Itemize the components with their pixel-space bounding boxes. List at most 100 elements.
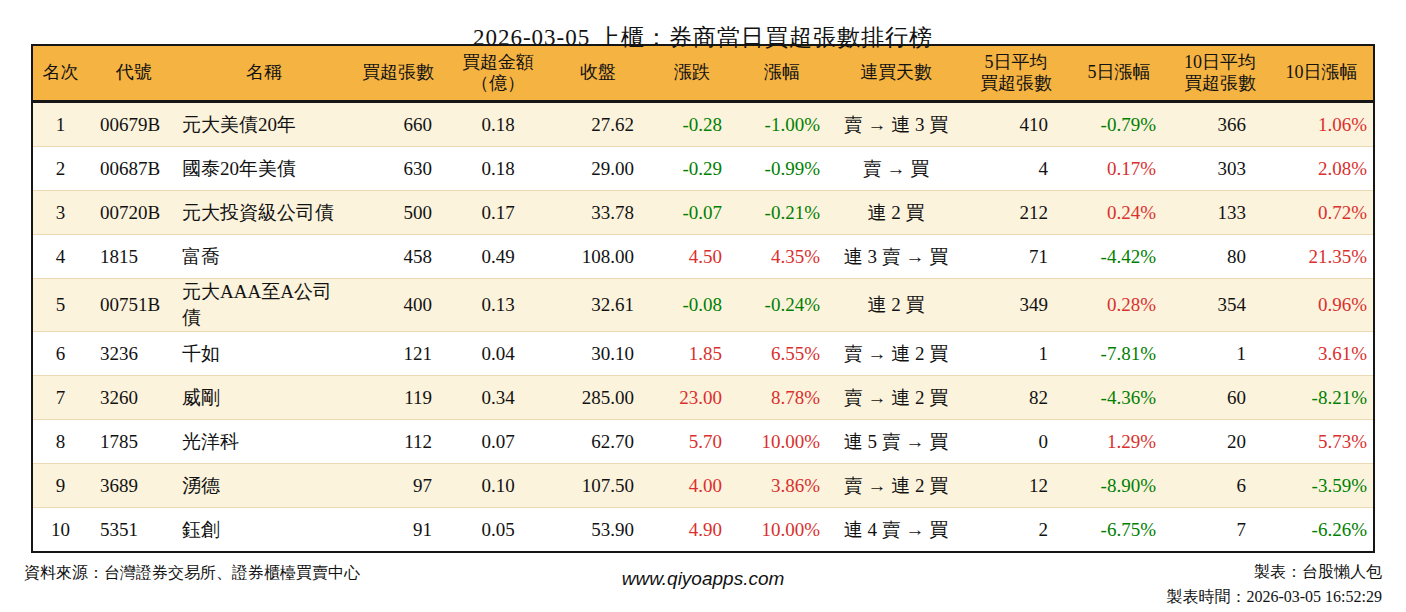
cell-change: 23.00 (648, 376, 736, 420)
cell-5day-avg-net-buy: 2 (964, 508, 1068, 553)
cell-10day-pct: 1.06% (1270, 102, 1374, 147)
cell-change: -0.07 (648, 191, 736, 235)
column-header-amount: 買超金額 （億） (448, 45, 548, 102)
table-row: 9 3689 湧德 97 0.10 107.50 4.00 3.86% 賣 → … (32, 464, 1374, 508)
cell-close: 27.62 (548, 102, 648, 147)
cell-10day-avg-net-buy: 20 (1170, 420, 1270, 464)
cell-code: 3689 (88, 464, 180, 508)
cell-close: 107.50 (548, 464, 648, 508)
column-header-rank: 名次 (32, 45, 88, 102)
cell-rank: 8 (32, 420, 88, 464)
cell-code: 00751B (88, 279, 180, 332)
cell-name: 元大投資級公司債 (180, 191, 348, 235)
cell-10day-avg-net-buy: 60 (1170, 376, 1270, 420)
cell-10day-pct: 0.96% (1270, 279, 1374, 332)
table-row: 6 3236 千如 121 0.04 30.10 1.85 6.55% 賣 → … (32, 332, 1374, 376)
cell-change-pct: 4.35% (736, 235, 828, 279)
table-header: 名次 代號 名稱 買超張數 買超金額 （億） 收盤 漲跌 漲幅 連買天數 5日平… (32, 45, 1374, 102)
cell-5day-avg-net-buy: 1 (964, 332, 1068, 376)
cell-name: 千如 (180, 332, 348, 376)
cell-amount: 0.18 (448, 102, 548, 147)
footer: 資料來源：台灣證券交易所、證券櫃檯買賣中心 www.qiyoapps.com 製… (24, 560, 1382, 608)
cell-10day-avg-net-buy: 133 (1170, 191, 1270, 235)
cell-rank: 9 (32, 464, 88, 508)
cell-close: 108.00 (548, 235, 648, 279)
cell-10day-pct: 2.08% (1270, 147, 1374, 191)
column-header-pct5: 5日漲幅 (1068, 45, 1170, 102)
cell-5day-avg-net-buy: 4 (964, 147, 1068, 191)
cell-5day-pct: -8.90% (1068, 464, 1170, 508)
cell-streak: 連 5 賣 → 買 (828, 420, 964, 464)
column-header-avg5: 5日平均 買超張數 (964, 45, 1068, 102)
cell-net-buy: 500 (348, 191, 448, 235)
cell-5day-avg-net-buy: 71 (964, 235, 1068, 279)
cell-10day-pct: 5.73% (1270, 420, 1374, 464)
column-header-change-pct: 漲幅 (736, 45, 828, 102)
cell-change-pct: -0.99% (736, 147, 828, 191)
table-row: 10 5351 鈺創 91 0.05 53.90 4.90 10.00% 連 4… (32, 508, 1374, 553)
cell-change-pct: 3.86% (736, 464, 828, 508)
cell-code: 3260 (88, 376, 180, 420)
cell-rank: 1 (32, 102, 88, 147)
cell-amount: 0.07 (448, 420, 548, 464)
cell-close: 53.90 (548, 508, 648, 553)
cell-5day-pct: -0.79% (1068, 102, 1170, 147)
cell-amount: 0.34 (448, 376, 548, 420)
cell-rank: 10 (32, 508, 88, 553)
cell-net-buy: 630 (348, 147, 448, 191)
cell-amount: 0.18 (448, 147, 548, 191)
table-row: 3 00720B 元大投資級公司債 500 0.17 33.78 -0.07 -… (32, 191, 1374, 235)
cell-change-pct: 10.00% (736, 420, 828, 464)
cell-rank: 7 (32, 376, 88, 420)
table-row: 2 00687B 國泰20年美債 630 0.18 29.00 -0.29 -0… (32, 147, 1374, 191)
cell-name: 鈺創 (180, 508, 348, 553)
cell-name: 富喬 (180, 235, 348, 279)
cell-5day-pct: -4.42% (1068, 235, 1170, 279)
cell-change-pct: -0.24% (736, 279, 828, 332)
cell-5day-avg-net-buy: 82 (964, 376, 1068, 420)
footer-made-time: 製表時間：2026-03-05 16:52:29 (1166, 585, 1382, 610)
footer-source: 資料來源：台灣證券交易所、證券櫃檯買賣中心 (24, 563, 360, 584)
cell-5day-avg-net-buy: 12 (964, 464, 1068, 508)
footer-maker-block: 製表：台股懶人包 製表時間：2026-03-05 16:52:29 (1166, 560, 1382, 610)
cell-code: 00687B (88, 147, 180, 191)
cell-close: 62.70 (548, 420, 648, 464)
cell-code: 00720B (88, 191, 180, 235)
table-row: 5 00751B 元大AAA至A公司債 400 0.13 32.61 -0.08… (32, 279, 1374, 332)
cell-close: 33.78 (548, 191, 648, 235)
cell-amount: 0.49 (448, 235, 548, 279)
column-header-code: 代號 (88, 45, 180, 102)
cell-code: 1785 (88, 420, 180, 464)
table-body: 1 00679B 元大美債20年 660 0.18 27.62 -0.28 -1… (32, 102, 1374, 553)
table-row: 1 00679B 元大美債20年 660 0.18 27.62 -0.28 -1… (32, 102, 1374, 147)
cell-change-pct: 8.78% (736, 376, 828, 420)
cell-change-pct: 10.00% (736, 508, 828, 553)
cell-streak: 連 4 賣 → 買 (828, 508, 964, 553)
cell-streak: 賣 → 連 2 買 (828, 332, 964, 376)
cell-10day-avg-net-buy: 80 (1170, 235, 1270, 279)
cell-code: 5351 (88, 508, 180, 553)
cell-10day-pct: -8.21% (1270, 376, 1374, 420)
table-header-row: 名次 代號 名稱 買超張數 買超金額 （億） 收盤 漲跌 漲幅 連買天數 5日平… (32, 45, 1374, 102)
cell-change-pct: -1.00% (736, 102, 828, 147)
cell-10day-avg-net-buy: 1 (1170, 332, 1270, 376)
cell-amount: 0.05 (448, 508, 548, 553)
cell-change: 4.50 (648, 235, 736, 279)
cell-rank: 2 (32, 147, 88, 191)
cell-rank: 4 (32, 235, 88, 279)
cell-rank: 3 (32, 191, 88, 235)
cell-code: 00679B (88, 102, 180, 147)
cell-net-buy: 112 (348, 420, 448, 464)
cell-close: 285.00 (548, 376, 648, 420)
cell-name: 威剛 (180, 376, 348, 420)
cell-code: 3236 (88, 332, 180, 376)
column-header-close: 收盤 (548, 45, 648, 102)
cell-streak: 賣 → 連 2 買 (828, 464, 964, 508)
cell-streak: 賣 → 連 3 買 (828, 102, 964, 147)
cell-amount: 0.04 (448, 332, 548, 376)
cell-name: 元大AAA至A公司債 (180, 279, 348, 332)
cell-10day-avg-net-buy: 6 (1170, 464, 1270, 508)
cell-net-buy: 97 (348, 464, 448, 508)
cell-10day-pct: -3.59% (1270, 464, 1374, 508)
cell-5day-avg-net-buy: 349 (964, 279, 1068, 332)
